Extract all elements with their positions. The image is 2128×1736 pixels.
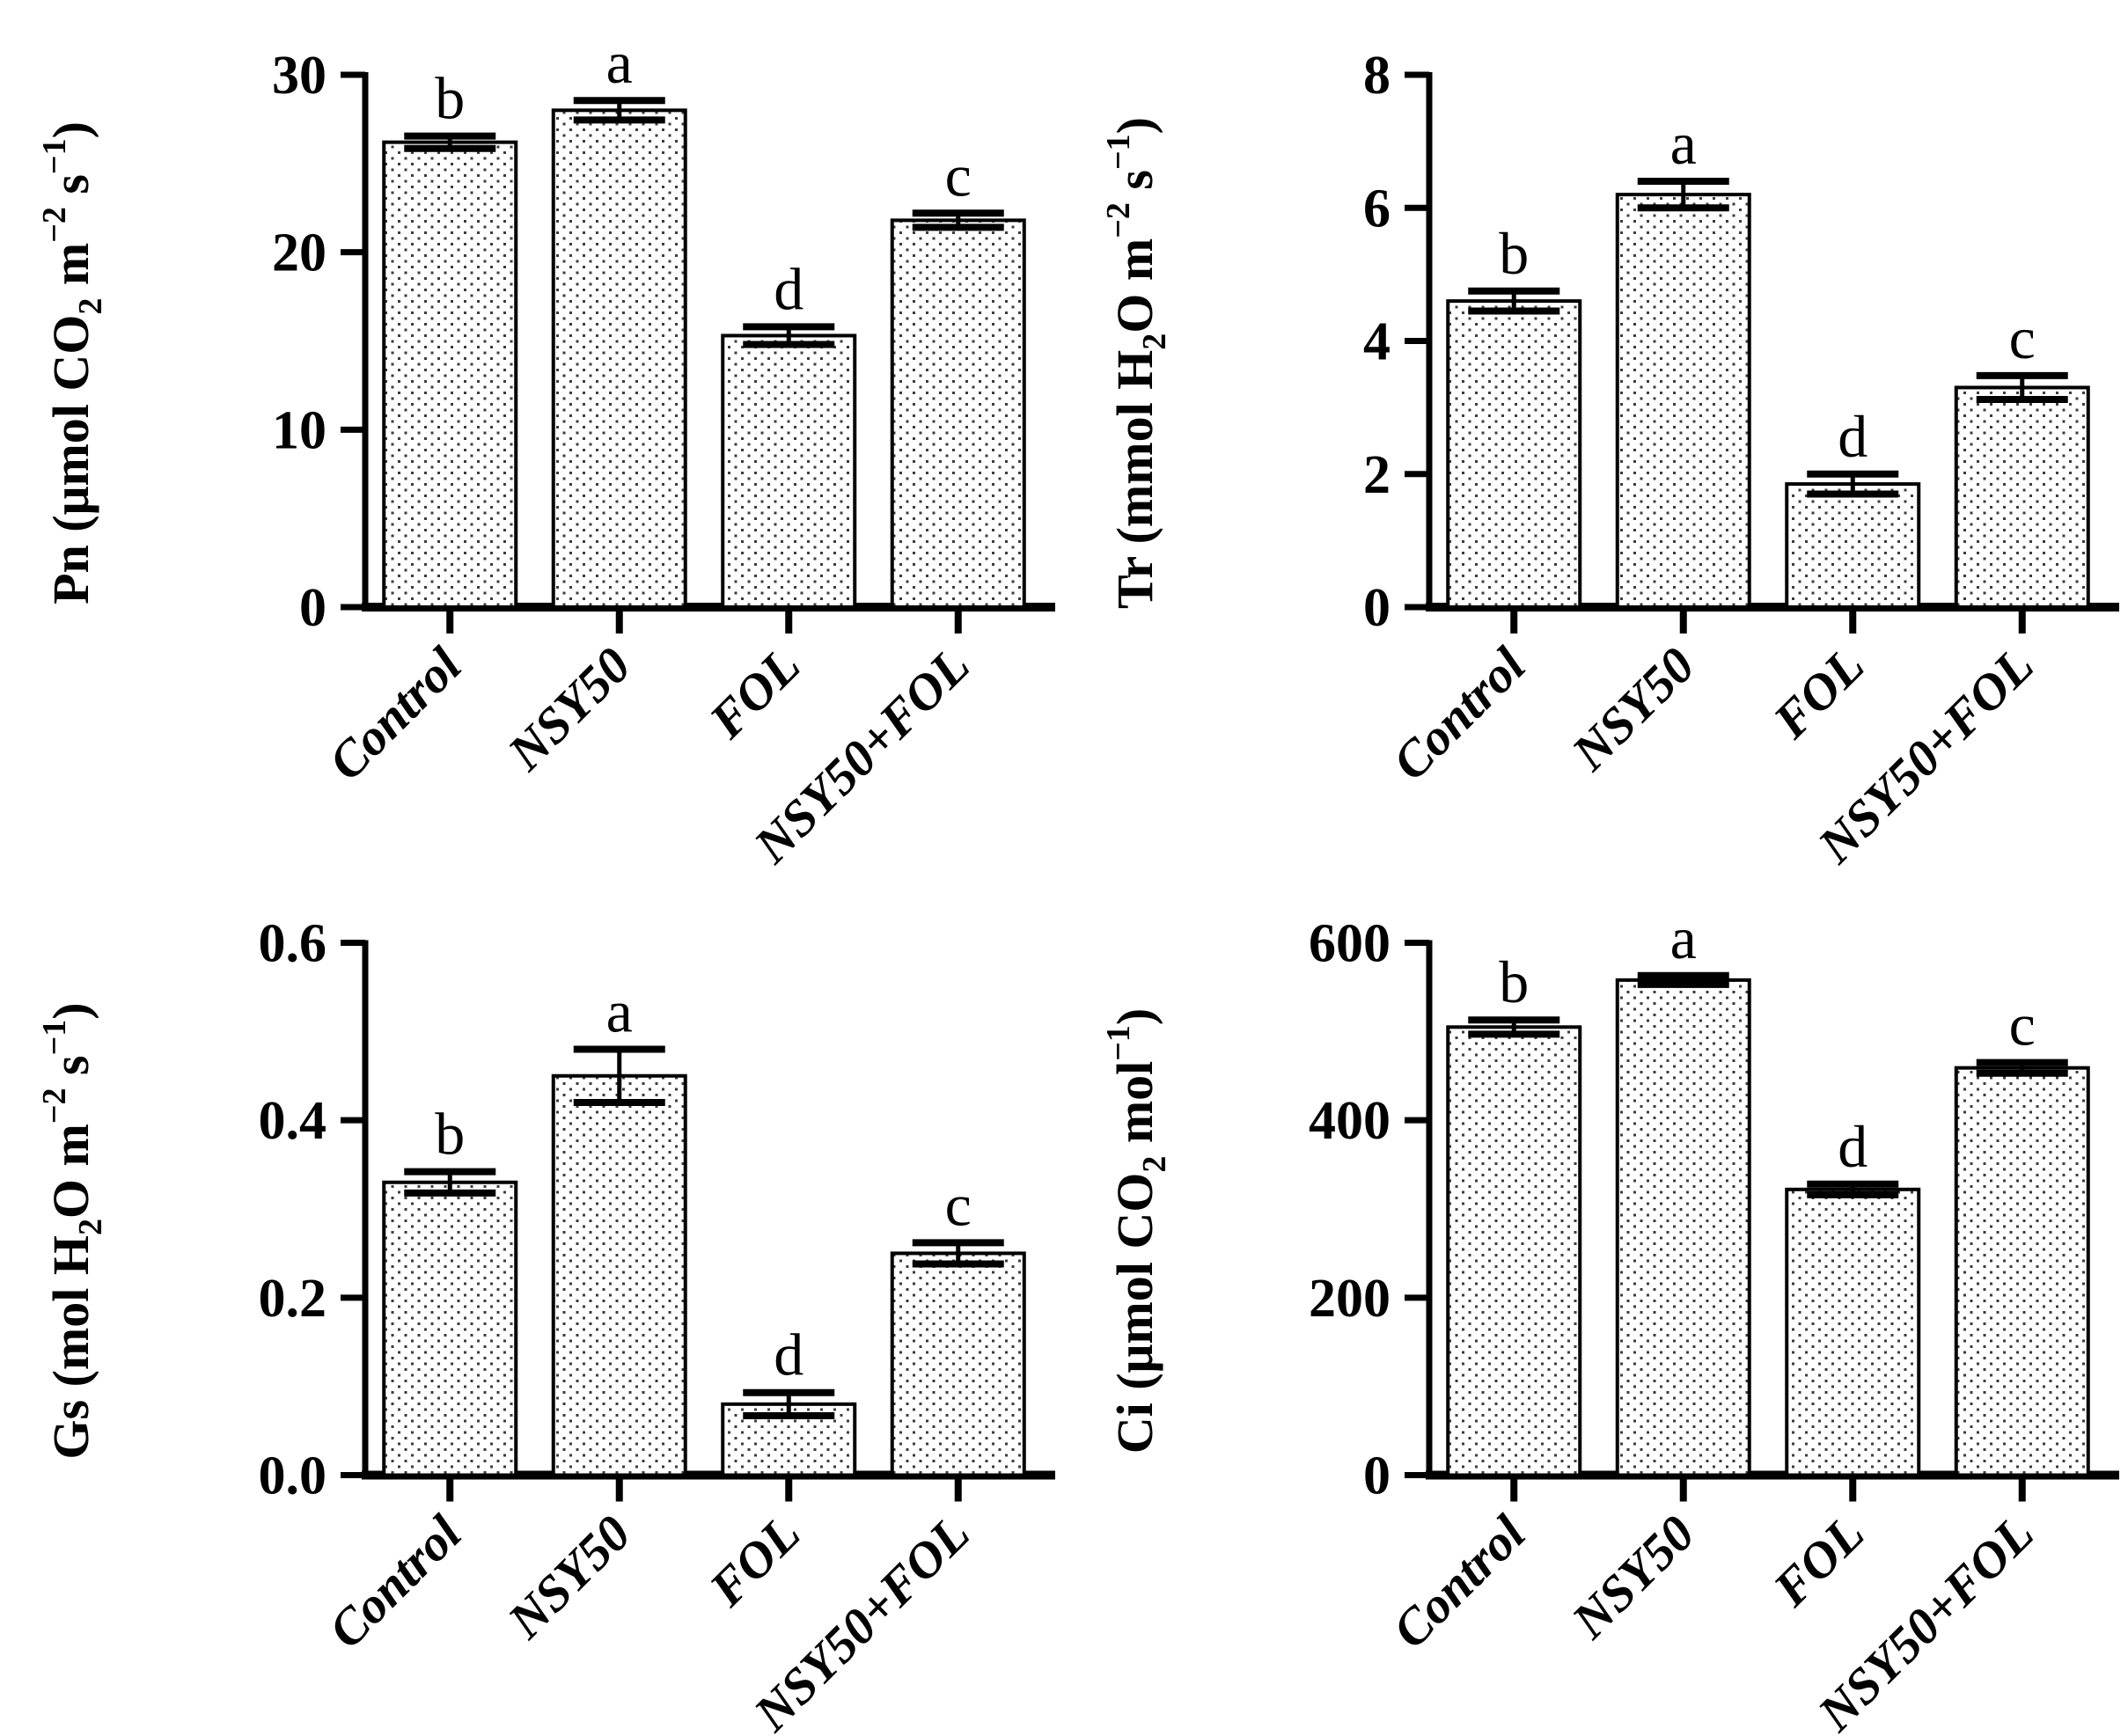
y-axis-label: Gs (mol H2O m−2 s−1) <box>36 1002 109 1459</box>
bar-pn-0 <box>384 142 517 608</box>
bar-ci-0 <box>1448 1027 1581 1476</box>
y-tick-label: 200 <box>1309 1269 1391 1329</box>
x-category-label: FOL <box>698 1505 811 1618</box>
x-category-label: NSY50 <box>496 1505 642 1650</box>
y-axis-label: Ci (μmol CO2 mol−1) <box>1100 1008 1173 1454</box>
sig-letter: d <box>1838 403 1868 470</box>
bar-gs-0 <box>384 1182 517 1476</box>
y-tick-label: 0.4 <box>259 1091 327 1151</box>
bar-tr-3 <box>1956 387 2088 607</box>
sig-letter: a <box>1670 110 1697 177</box>
y-tick-label: 8 <box>1363 46 1391 106</box>
x-category-label: FOL <box>1762 636 1875 750</box>
bar-tr-1 <box>1617 194 1750 607</box>
bar-gs-3 <box>892 1253 1024 1476</box>
y-tick-label: 0.2 <box>259 1269 327 1329</box>
y-tick-label: 30 <box>272 46 327 106</box>
sig-letter: c <box>2009 304 2036 371</box>
x-category-label: Control <box>1382 636 1537 792</box>
bar-ci-1 <box>1617 979 1750 1476</box>
plot-area-gs: 0.00.20.40.6bControlaNSY50dFOLcNSY50+FOL… <box>36 914 1055 1736</box>
bar-ci-2 <box>1787 1189 1919 1476</box>
x-category-label: FOL <box>1762 1505 1875 1618</box>
y-tick-label: 0.0 <box>259 1447 327 1506</box>
y-tick-label: 10 <box>272 400 327 460</box>
bar-pn-1 <box>553 110 686 608</box>
sig-letter: b <box>1499 949 1529 1015</box>
y-tick-label: 6 <box>1363 179 1391 238</box>
sig-letter: d <box>774 255 804 322</box>
chart-panel-gs: 0.00.20.40.6bControlaNSY50dFOLcNSY50+FOL… <box>36 914 1055 1736</box>
sig-letter: d <box>774 1322 804 1388</box>
bar-tr-0 <box>1448 301 1581 607</box>
x-category-label: Control <box>318 636 473 792</box>
x-category-label: NSY50 <box>1560 636 1706 781</box>
sig-letter: a <box>606 29 633 96</box>
x-category-label: NSY50 <box>1560 1505 1706 1650</box>
bar-pn-3 <box>892 220 1024 607</box>
y-tick-label: 20 <box>272 223 327 283</box>
y-tick-label: 0 <box>299 578 327 638</box>
bar-pn-2 <box>723 335 855 607</box>
y-tick-label: 600 <box>1309 914 1391 974</box>
y-tick-label: 4 <box>1363 312 1391 372</box>
chart-panel-ci: 0200400600bControlaNSY50dFOLcNSY50+FOLCi… <box>1100 905 2119 1736</box>
x-category-label: FOL <box>698 636 811 750</box>
sig-letter: d <box>1838 1113 1868 1180</box>
y-axis-label: Pn (μmol CO2 m−2 s−1) <box>36 121 109 604</box>
sig-letter: b <box>435 65 465 132</box>
bar-gs-1 <box>553 1075 686 1476</box>
bar-tr-2 <box>1787 484 1919 607</box>
x-category-label: Control <box>318 1504 473 1659</box>
y-tick-label: 2 <box>1363 445 1391 505</box>
y-axis-label: Tr (mmol H2O m−2 s−1) <box>1100 117 1173 609</box>
y-tick-label: 0.6 <box>259 914 327 974</box>
sig-letter: b <box>435 1101 465 1168</box>
x-category-label: NSY50 <box>496 636 642 781</box>
sig-letter: c <box>945 142 972 209</box>
x-category-label: Control <box>1382 1504 1537 1659</box>
sig-letter: c <box>945 1171 972 1238</box>
y-tick-label: 0 <box>1363 1447 1391 1506</box>
sig-letter: c <box>2009 992 2036 1058</box>
bar-ci-3 <box>1956 1067 2088 1476</box>
sig-letter: a <box>606 978 633 1045</box>
plot-area-ci: 0200400600bControlaNSY50dFOLcNSY50+FOLCi… <box>1100 905 2119 1736</box>
y-tick-label: 400 <box>1309 1091 1391 1151</box>
sig-letter: b <box>1499 220 1529 287</box>
sig-letter: a <box>1670 905 1697 971</box>
y-tick-label: 0 <box>1363 578 1391 638</box>
